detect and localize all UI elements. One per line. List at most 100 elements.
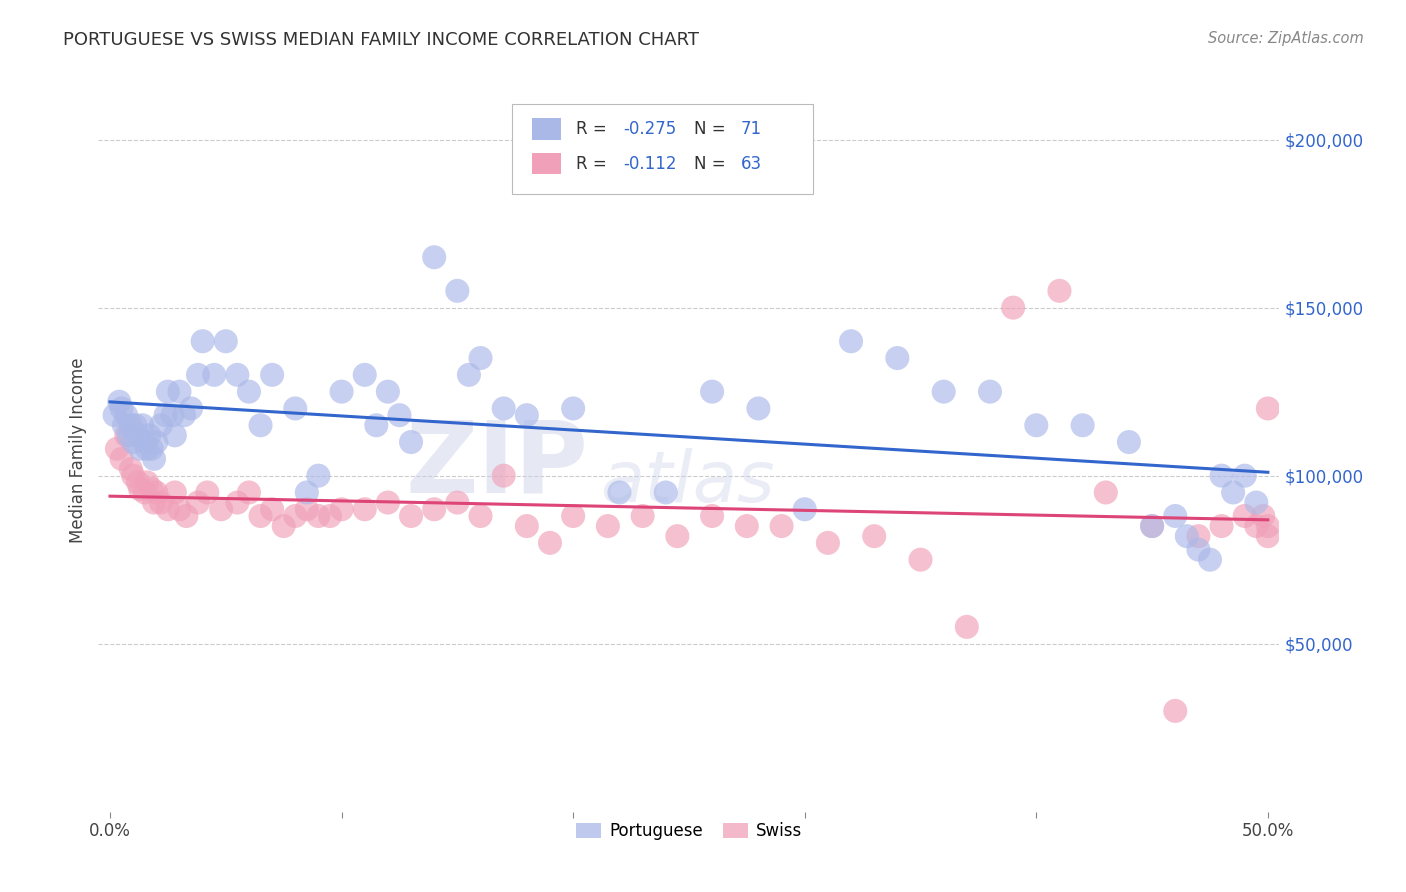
Point (129, 482, 152, 496)
Point (249, 508, 271, 523)
Point (446, 284, 468, 298)
Point (863, 529, 886, 543)
Point (1002, 301, 1025, 315)
Point (609, 485, 631, 500)
Point (156, 502, 179, 516)
Point (1233, 468, 1256, 483)
Point (932, 384, 955, 399)
Point (399, 508, 422, 523)
Text: N =: N = (693, 154, 731, 173)
Text: PORTUGUESE VS SWISS MEDIAN FAMILY INCOME CORRELATION CHART: PORTUGUESE VS SWISS MEDIAN FAMILY INCOME… (63, 31, 699, 49)
Point (377, 495, 399, 509)
Point (956, 620, 979, 634)
Point (238, 384, 260, 399)
Point (307, 508, 329, 523)
Point (1094, 485, 1116, 500)
Point (143, 451, 166, 466)
Point (138, 428, 160, 442)
Point (1233, 508, 1256, 523)
Point (388, 408, 411, 422)
Point (295, 502, 318, 516)
Point (1246, 495, 1268, 509)
Point (886, 351, 908, 365)
Point (127, 428, 149, 442)
Point (979, 384, 1001, 399)
Point (226, 495, 249, 509)
Point (122, 435, 145, 450)
Point (458, 368, 481, 382)
Point (124, 418, 146, 433)
Point (104, 408, 127, 422)
Point (562, 401, 585, 416)
Point (596, 519, 619, 533)
Point (136, 442, 159, 456)
Point (793, 502, 815, 516)
Text: N =: N = (693, 120, 731, 138)
Point (215, 334, 238, 349)
Point (195, 485, 218, 500)
Point (141, 482, 163, 496)
Point (470, 508, 492, 523)
Point (562, 508, 585, 523)
Point (1140, 519, 1163, 533)
Text: Source: ZipAtlas.com: Source: ZipAtlas.com (1208, 31, 1364, 46)
Point (238, 485, 260, 500)
Point (770, 519, 793, 533)
Text: 71: 71 (741, 120, 762, 138)
Point (129, 442, 152, 456)
Point (115, 408, 138, 422)
Text: R =: R = (575, 120, 612, 138)
Point (110, 451, 132, 466)
Point (631, 508, 654, 523)
Point (1187, 542, 1209, 557)
Point (295, 485, 318, 500)
Point (112, 418, 135, 433)
Text: atlas: atlas (600, 449, 775, 517)
Point (209, 502, 232, 516)
Point (122, 468, 145, 483)
Point (910, 552, 932, 566)
Point (423, 250, 446, 264)
Point (136, 475, 159, 490)
Point (1222, 485, 1244, 500)
Y-axis label: Median Family Income: Median Family Income (69, 358, 87, 543)
Legend: Portuguese, Swiss: Portuguese, Swiss (569, 815, 808, 847)
Point (187, 368, 209, 382)
Point (366, 418, 388, 433)
Point (747, 401, 769, 416)
Point (273, 519, 295, 533)
Point (1257, 529, 1279, 543)
Point (492, 401, 515, 416)
Point (162, 408, 184, 422)
Point (149, 495, 172, 509)
Point (516, 519, 538, 533)
Point (134, 485, 156, 500)
Point (1257, 401, 1279, 416)
Point (284, 508, 307, 523)
Point (353, 368, 375, 382)
Point (191, 334, 214, 349)
Point (666, 529, 689, 543)
Point (115, 428, 138, 442)
Point (1164, 508, 1187, 523)
Text: R =: R = (575, 154, 612, 173)
Point (319, 508, 342, 523)
Text: ZIP: ZIP (406, 417, 589, 514)
Text: 63: 63 (741, 154, 762, 173)
Point (163, 485, 186, 500)
Point (446, 495, 468, 509)
Point (226, 368, 249, 382)
FancyBboxPatch shape (512, 103, 813, 194)
Point (700, 508, 723, 523)
Point (655, 485, 678, 500)
Point (817, 536, 839, 550)
Point (187, 495, 209, 509)
Point (1251, 508, 1274, 523)
FancyBboxPatch shape (531, 118, 561, 140)
Text: -0.275: -0.275 (623, 120, 676, 138)
Point (1175, 529, 1198, 543)
Point (176, 508, 198, 523)
Point (145, 485, 167, 500)
Point (423, 502, 446, 516)
Point (1246, 519, 1268, 533)
